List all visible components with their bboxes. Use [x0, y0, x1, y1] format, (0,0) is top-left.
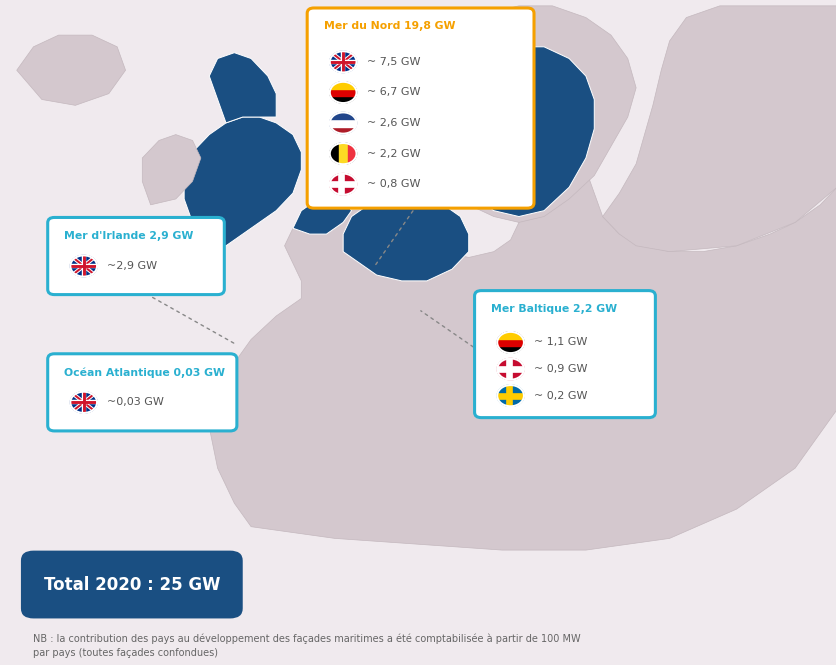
- Circle shape: [497, 332, 523, 353]
- Bar: [328, 126, 358, 134]
- Circle shape: [329, 51, 356, 72]
- Bar: [339, 142, 348, 166]
- Bar: [328, 119, 358, 126]
- Circle shape: [497, 358, 523, 380]
- Polygon shape: [426, 6, 635, 222]
- Circle shape: [497, 385, 523, 406]
- Text: ~ 6,7 GW: ~ 6,7 GW: [366, 87, 420, 98]
- FancyBboxPatch shape: [48, 354, 237, 431]
- Bar: [347, 142, 357, 166]
- Circle shape: [329, 82, 356, 103]
- Polygon shape: [602, 6, 836, 251]
- Polygon shape: [17, 35, 125, 105]
- Text: ~0,03 GW: ~0,03 GW: [107, 397, 164, 408]
- Text: ~2,9 GW: ~2,9 GW: [107, 261, 157, 271]
- Text: ~ 0,8 GW: ~ 0,8 GW: [366, 179, 420, 190]
- FancyBboxPatch shape: [307, 8, 533, 208]
- Circle shape: [329, 143, 356, 164]
- Bar: [495, 345, 525, 353]
- Text: Mer d'Irlande 2,9 GW: Mer d'Irlande 2,9 GW: [64, 231, 194, 241]
- Text: ~ 1,1 GW: ~ 1,1 GW: [533, 337, 587, 348]
- Text: ~ 2,2 GW: ~ 2,2 GW: [366, 148, 420, 159]
- Polygon shape: [142, 134, 201, 205]
- Circle shape: [329, 174, 356, 195]
- Bar: [328, 81, 358, 89]
- Bar: [495, 338, 525, 346]
- Circle shape: [70, 392, 97, 413]
- Bar: [328, 88, 358, 96]
- Text: ~ 2,6 GW: ~ 2,6 GW: [366, 118, 420, 128]
- FancyBboxPatch shape: [21, 551, 242, 618]
- Bar: [495, 331, 525, 339]
- Polygon shape: [451, 47, 594, 217]
- FancyBboxPatch shape: [48, 217, 224, 295]
- Circle shape: [70, 255, 97, 277]
- Text: Mer du Nord 19,8 GW: Mer du Nord 19,8 GW: [324, 21, 455, 31]
- Polygon shape: [209, 53, 276, 123]
- Polygon shape: [343, 199, 468, 281]
- Polygon shape: [184, 117, 301, 246]
- Text: ~ 0,9 GW: ~ 0,9 GW: [533, 364, 587, 374]
- Text: NB : la contribution des pays au développement des façades maritimes a été compt: NB : la contribution des pays au dévelop…: [33, 633, 580, 658]
- Text: Mer Baltique 2,2 GW: Mer Baltique 2,2 GW: [491, 304, 617, 314]
- Text: ~ 0,2 GW: ~ 0,2 GW: [533, 390, 587, 401]
- FancyBboxPatch shape: [474, 291, 655, 418]
- Circle shape: [329, 112, 356, 134]
- Polygon shape: [385, 123, 426, 205]
- Bar: [329, 142, 339, 166]
- Polygon shape: [209, 117, 836, 550]
- Bar: [328, 95, 358, 103]
- Bar: [328, 112, 358, 120]
- Polygon shape: [293, 199, 351, 234]
- Text: Total 2020 : 25 GW: Total 2020 : 25 GW: [43, 575, 220, 594]
- Text: ~ 7,5 GW: ~ 7,5 GW: [366, 57, 420, 67]
- Text: Océan Atlantique 0,03 GW: Océan Atlantique 0,03 GW: [64, 367, 225, 378]
